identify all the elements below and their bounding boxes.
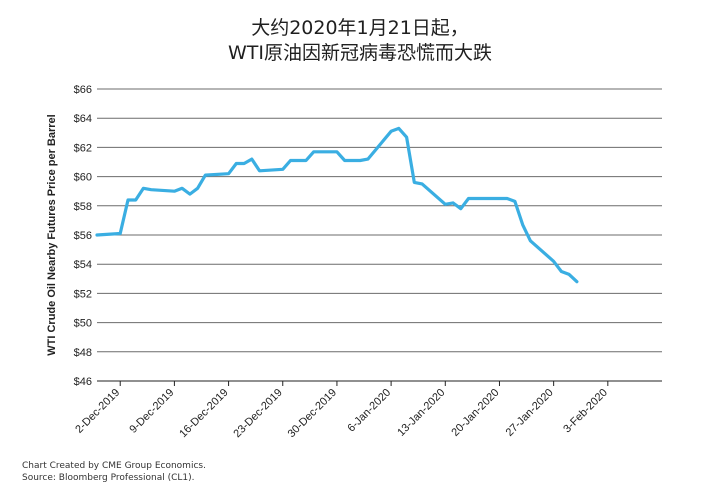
y-tick-label: $46 (74, 376, 92, 388)
x-tick-label: 9-Dec-2019 (127, 387, 176, 436)
data-point (305, 159, 307, 162)
data-point (452, 202, 454, 204)
x-tick-label: 30-Dec-2019 (286, 387, 339, 440)
data-point (514, 200, 516, 203)
x-tick-label: 13-Jan-2020 (395, 387, 447, 439)
data-point (189, 193, 191, 195)
x-tick-label: 23-Dec-2019 (231, 387, 284, 440)
data-point (421, 183, 423, 185)
data-point (398, 127, 400, 130)
data-point (196, 187, 199, 190)
data-point (181, 187, 183, 190)
data-point (96, 234, 98, 236)
data-point (258, 169, 261, 172)
data-point (413, 181, 416, 184)
x-tick-label: 6-Jan-2020 (345, 387, 393, 435)
y-tick-label: $54 (74, 259, 92, 271)
data-point (142, 187, 145, 190)
data-point (235, 162, 238, 165)
y-tick-label: $66 (74, 84, 92, 96)
x-tick-label: 20-Jan-2020 (449, 387, 501, 439)
data-point (467, 197, 470, 200)
data-point (405, 136, 408, 138)
data-point (576, 280, 578, 283)
data-point (529, 240, 532, 242)
y-axis-title: WTI Crude Oil Nearby Futures Price per B… (46, 114, 58, 355)
chart-title-line-2: WTI原油因新冠病毒恐慌而大跌 (228, 42, 492, 64)
data-point (134, 199, 137, 201)
data-point (281, 168, 284, 171)
y-tick-label: $48 (74, 347, 92, 359)
chart-title: 大约2020年1月21日起， WTI原油因新冠病毒恐慌而大跌 (0, 16, 720, 66)
x-tick-label: 3-Feb-2020 (561, 387, 610, 436)
y-tick-label: $52 (74, 288, 92, 300)
data-point (150, 188, 152, 191)
y-tick-label: $50 (74, 318, 92, 330)
data-point (243, 162, 245, 165)
data-point (173, 190, 176, 192)
footer-source: Source: Bloomberg Professional (CL1). (22, 473, 195, 483)
data-point (521, 223, 524, 226)
data-point (444, 203, 447, 206)
chart-title-line-1: 大约2020年1月21日起， (251, 17, 469, 39)
data-point (312, 150, 315, 153)
data-point (506, 197, 509, 200)
y-tick-label: $56 (74, 230, 92, 242)
y-tick-label: $64 (74, 113, 92, 125)
chart-footer: Chart Created by CME Group Economics. So… (22, 460, 206, 484)
data-point (127, 199, 129, 201)
y-tick-label: $62 (74, 142, 92, 154)
data-point (359, 159, 361, 162)
data-point (367, 158, 369, 160)
data-point (250, 158, 253, 160)
data-point (336, 150, 338, 153)
data-point (475, 197, 478, 200)
y-tick-label: $60 (74, 172, 92, 184)
x-tick-label: 27-Jan-2020 (504, 387, 556, 439)
data-point (204, 174, 207, 176)
data-point (552, 260, 555, 263)
footer-credit: Chart Created by CME Group Economics. (22, 461, 206, 471)
x-tick-label: 2-Dec-2019 (73, 387, 122, 436)
data-point (343, 159, 346, 162)
data-point (560, 270, 563, 273)
data-point (390, 130, 392, 133)
data-point (289, 159, 292, 162)
x-tick-label: 16-Dec-2019 (177, 387, 230, 440)
data-point (227, 172, 230, 175)
price-line (95, 126, 579, 284)
y-tick-label: $58 (74, 201, 92, 213)
data-point (459, 207, 462, 210)
data-point (119, 232, 122, 235)
data-point (568, 273, 570, 276)
